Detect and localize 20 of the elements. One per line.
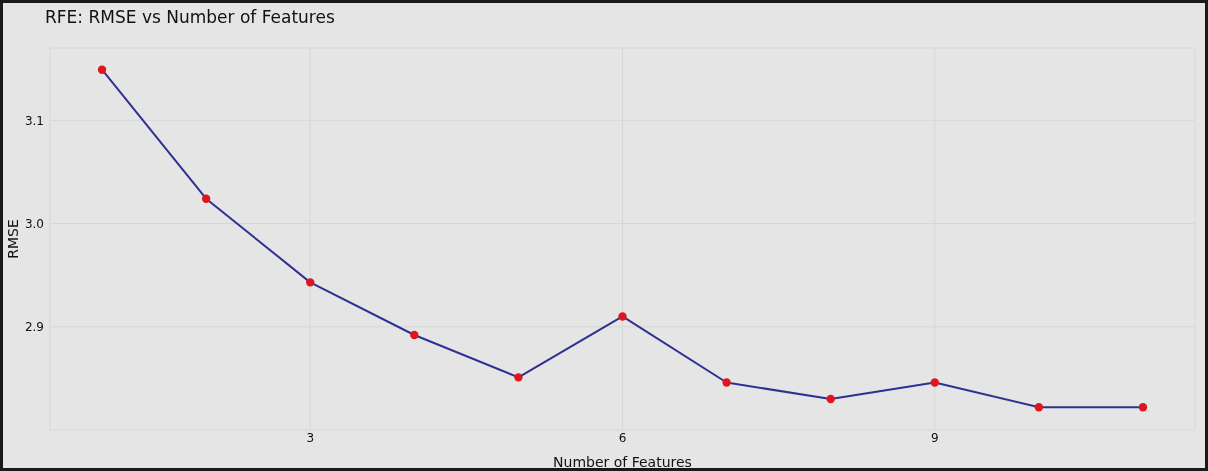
x-tick-label: 9 [930,430,939,445]
x-tick-label: 6 [618,430,627,445]
y-tick-label: 3.0 [24,216,44,231]
y-axis-title: RMSE [4,219,21,259]
point [618,312,627,321]
y-tick-label: 2.9 [24,320,44,335]
point [1034,403,1044,412]
point [1138,403,1148,412]
point [306,278,315,287]
point [410,330,419,340]
point [930,378,939,387]
chart-title: RFE: RMSE vs Number of Features [45,7,335,27]
x-tick-label: 3 [306,430,315,445]
point [826,394,835,404]
x-axis-title: Number of Features [553,454,692,470]
y-tick-label: 3.1 [24,113,44,128]
point [722,378,731,387]
point [514,373,523,382]
point [97,65,107,74]
point [201,194,211,203]
